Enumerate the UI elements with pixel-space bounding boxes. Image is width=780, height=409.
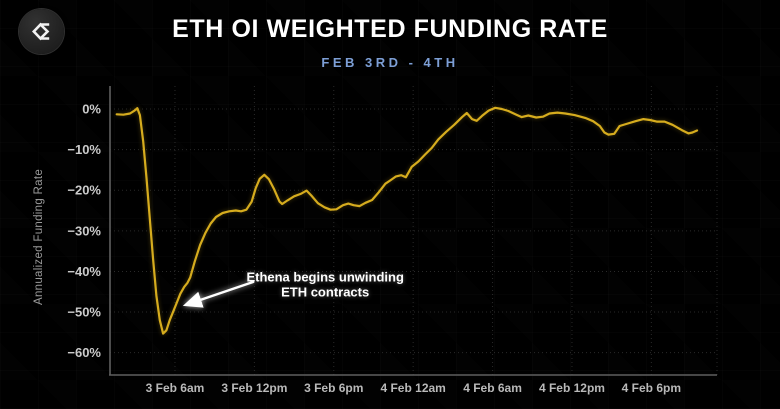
x-tick-labels: 3 Feb 6am 3 Feb 12pm 3 Feb 6pm 4 Feb 12am 4 …	[146, 381, 681, 395]
x-tick-label: 3 Feb 6pm	[304, 381, 363, 395]
x-tick-label: 4 Feb 12pm	[539, 381, 605, 395]
page-title: ETH OI WEIGHTED FUNDING RATE	[172, 15, 608, 43]
y-tick-label: −30%	[67, 223, 101, 238]
y-tick-label: −20%	[67, 183, 101, 198]
annotation-arrow	[182, 280, 255, 308]
y-tick-label: −50%	[67, 305, 101, 320]
y-tick-label: 0%	[82, 101, 101, 116]
y-tick-label: −10%	[67, 142, 101, 157]
annotation-text-line2: ETH contracts	[281, 284, 369, 299]
y-tick-label: −60%	[67, 345, 101, 360]
y-tick-labels: 0% −10% −20% −30% −40% −50% −60%	[67, 101, 101, 360]
x-tick-label: 4 Feb 6am	[463, 381, 522, 395]
x-tick-label: 3 Feb 12pm	[221, 381, 287, 395]
velo-sigma-logo	[19, 9, 64, 54]
y-tick-label: −40%	[67, 264, 101, 279]
date-range-subtitle: FEB 3RD - 4TH	[321, 55, 459, 70]
x-tick-label: 4 Feb 12am	[380, 381, 445, 395]
funding-rate-line	[115, 106, 699, 335]
x-tick-label: 3 Feb 6am	[146, 381, 205, 395]
sigma-diamond-icon	[32, 22, 50, 41]
x-tick-label: 4 Feb 6pm	[622, 381, 681, 395]
annotation-text-line1: Ethena begins unwinding	[246, 269, 404, 284]
gridlines	[110, 86, 718, 375]
